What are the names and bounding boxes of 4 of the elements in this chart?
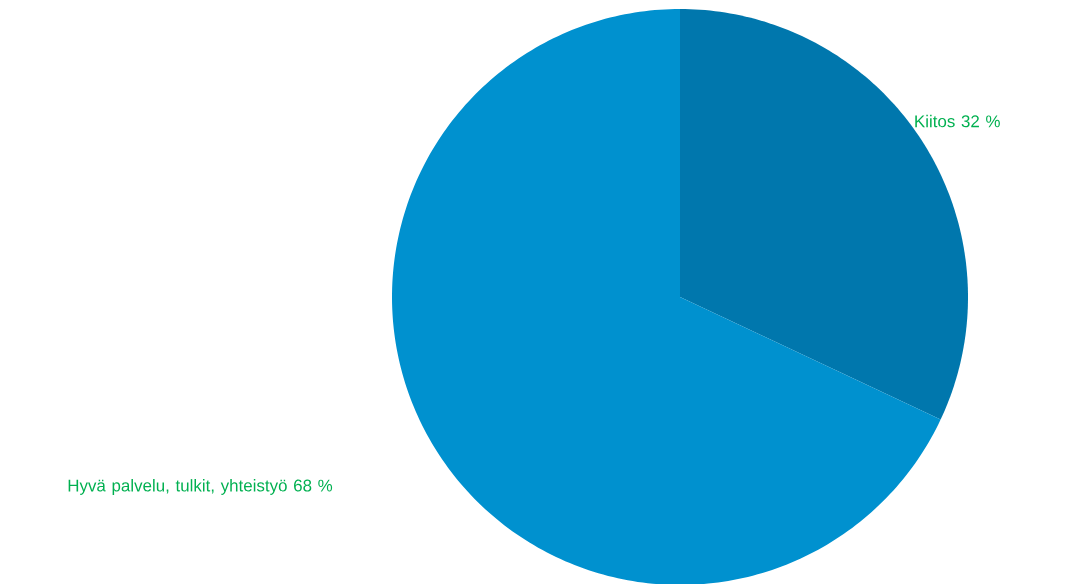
data-label: 68 %: [294, 479, 333, 492]
slice-label: Kiitos: [915, 114, 955, 128]
data-label: 32 %: [961, 115, 1000, 128]
slice-label: Hyvä palvelu, tulkit, yhteistyö: [68, 479, 287, 495]
